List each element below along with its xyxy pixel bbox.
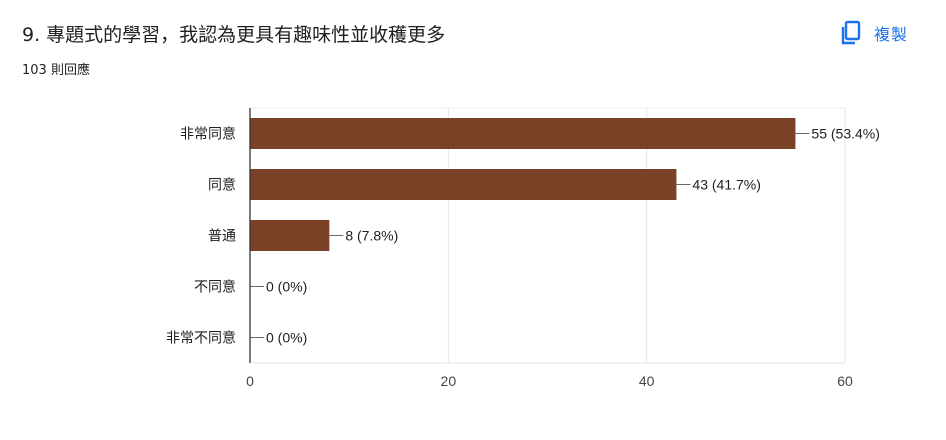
- data-label: 8 (7.8%): [345, 228, 398, 244]
- x-tick-label: 60: [837, 373, 853, 389]
- bar: [250, 118, 796, 149]
- question-title: 9. 專題式的學習，我認為更具有趣味性並收穫更多: [22, 24, 446, 46]
- category-label: 同意: [208, 177, 236, 193]
- data-label: 55 (53.4%): [811, 126, 879, 142]
- copy-icon: [840, 20, 862, 46]
- x-tick-label: 40: [639, 373, 655, 389]
- data-label: 0 (0%): [266, 279, 307, 295]
- data-label: 0 (0%): [266, 330, 307, 346]
- bar: [250, 220, 330, 251]
- category-label: 非常同意: [180, 126, 236, 142]
- copy-button-label: 複製: [874, 25, 909, 44]
- data-label: 43 (41.7%): [692, 177, 760, 193]
- x-tick-label: 0: [246, 373, 254, 389]
- category-label: 不同意: [194, 279, 236, 295]
- response-count: 103 則回應: [22, 63, 90, 78]
- category-label: 非常不同意: [166, 330, 236, 346]
- x-tick-label: 20: [441, 373, 457, 389]
- category-label: 普通: [208, 228, 236, 244]
- bar: [250, 169, 677, 200]
- copy-button[interactable]: 複製: [840, 16, 908, 50]
